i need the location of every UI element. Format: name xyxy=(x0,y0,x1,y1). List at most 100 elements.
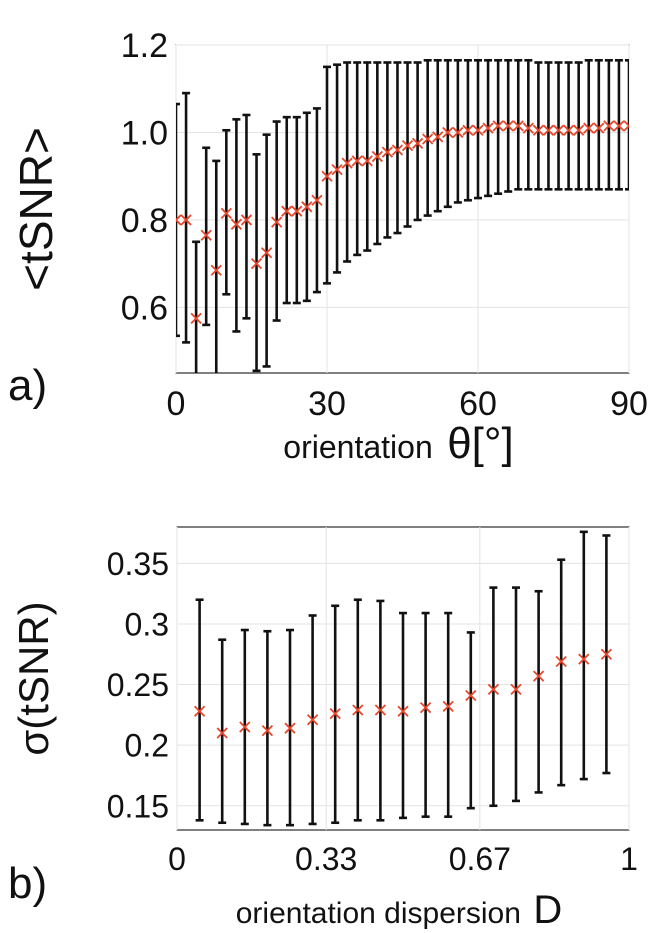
errorbars-b xyxy=(195,530,611,827)
marker-stroke xyxy=(422,133,434,145)
errorbar xyxy=(399,611,407,820)
marker-stroke xyxy=(220,207,232,220)
data-point xyxy=(351,155,363,167)
y-tick-label: 0.35 xyxy=(107,546,169,582)
ticks-a: 0 30 60 90 0.6 0.8 1.0 1.2 xyxy=(121,27,648,423)
data-point xyxy=(220,207,232,220)
marker-stroke xyxy=(522,122,534,134)
errorbar xyxy=(393,61,402,235)
y-tick-label: 0.25 xyxy=(107,667,169,703)
marker-stroke xyxy=(462,124,474,136)
x-tick-label: 0.67 xyxy=(449,841,511,877)
marker-stroke xyxy=(397,705,409,717)
panel-label-b: b) xyxy=(8,859,47,908)
data-point xyxy=(352,704,364,716)
data-point xyxy=(261,724,274,737)
y-tick-label: 0.15 xyxy=(107,788,169,824)
errorbar xyxy=(564,61,573,191)
marker-stroke xyxy=(180,214,192,226)
marker-stroke xyxy=(306,714,319,726)
marker-stroke xyxy=(321,170,333,182)
marker-stroke xyxy=(510,683,522,696)
data-point xyxy=(411,137,424,150)
marker-stroke xyxy=(329,708,341,720)
data-point xyxy=(422,133,434,145)
data-point xyxy=(600,648,613,660)
marker-stroke xyxy=(176,218,182,226)
errorbar xyxy=(489,586,498,808)
errorbar xyxy=(579,530,588,781)
errorbar xyxy=(594,59,603,191)
errorbar xyxy=(373,61,382,246)
data-point xyxy=(603,120,615,132)
data-point xyxy=(583,122,595,134)
errorbar xyxy=(176,102,180,338)
marker-stroke xyxy=(542,124,555,136)
marker-stroke xyxy=(442,126,454,139)
panel-b: 0 0.33 0.67 1 0.15 0.2 0.25 0.3 0.35 σ(tSNR) ori… xyxy=(8,526,638,932)
errorbar xyxy=(192,240,201,373)
data-point xyxy=(573,124,585,136)
marker-stroke xyxy=(216,727,228,739)
x-tick-label: 0 xyxy=(168,841,186,877)
marker-stroke xyxy=(230,218,243,230)
data-point xyxy=(176,214,182,226)
data-point xyxy=(321,170,333,182)
data-point xyxy=(331,164,343,176)
data-point xyxy=(552,124,565,136)
errorbar xyxy=(524,59,533,191)
marker-stroke xyxy=(552,124,565,136)
data-point xyxy=(371,150,383,163)
marker-stroke xyxy=(176,214,182,222)
errorbar xyxy=(444,611,453,818)
y-axis-label-b: σ(tSNR) xyxy=(10,601,57,755)
data-point xyxy=(419,701,432,714)
y-axis-label-a: <tSNR> xyxy=(10,127,62,291)
marker-stroke xyxy=(210,264,222,276)
marker-stroke xyxy=(301,201,313,213)
marker-stroke xyxy=(482,122,494,134)
marker-stroke xyxy=(555,655,567,668)
data-point xyxy=(284,722,296,734)
x-axis-label-b: orientation dispersion D xyxy=(236,888,563,932)
markers-b xyxy=(193,648,613,739)
data-point xyxy=(542,124,555,136)
y-tick-label: 0.3 xyxy=(125,606,169,642)
data-point xyxy=(465,689,477,702)
errorbar xyxy=(625,59,629,191)
data-point xyxy=(472,124,484,136)
data-point xyxy=(260,247,273,259)
data-point xyxy=(240,214,253,226)
data-point xyxy=(555,655,567,668)
data-point xyxy=(329,708,341,720)
data-point xyxy=(361,155,373,167)
data-point xyxy=(281,205,293,217)
ticks-b: 0 0.33 0.67 1 0.15 0.2 0.25 0.3 0.35 xyxy=(107,546,638,877)
data-point xyxy=(210,264,222,276)
data-point xyxy=(462,124,474,136)
panel-a: 0 30 60 90 0.6 0.8 1.0 1.2 <tSNR> orientation θ… xyxy=(8,27,648,468)
data-point xyxy=(442,126,454,139)
data-point xyxy=(193,705,206,717)
marker-stroke xyxy=(401,139,414,152)
x-axis-label-a: orientation θ[°] xyxy=(283,419,513,468)
marker-stroke xyxy=(391,144,404,156)
x-axis-label-text-b: orientation dispersion xyxy=(236,897,521,930)
data-point xyxy=(613,120,625,132)
marker-stroke xyxy=(492,120,504,132)
marker-stroke xyxy=(623,120,629,128)
data-point xyxy=(502,120,514,132)
data-point xyxy=(291,205,303,217)
plot-area-a xyxy=(175,44,630,374)
data-point xyxy=(432,131,444,143)
x-axis-label-text-a: orientation xyxy=(283,429,432,465)
errorbar xyxy=(182,91,191,344)
data-point xyxy=(482,122,494,134)
data-point xyxy=(487,683,500,696)
data-point xyxy=(230,218,243,230)
marker-stroke xyxy=(240,214,253,226)
y-tick-label: 1.2 xyxy=(121,27,168,65)
marker-stroke xyxy=(583,122,595,134)
marker-stroke xyxy=(284,722,296,734)
errorbar xyxy=(574,61,583,191)
